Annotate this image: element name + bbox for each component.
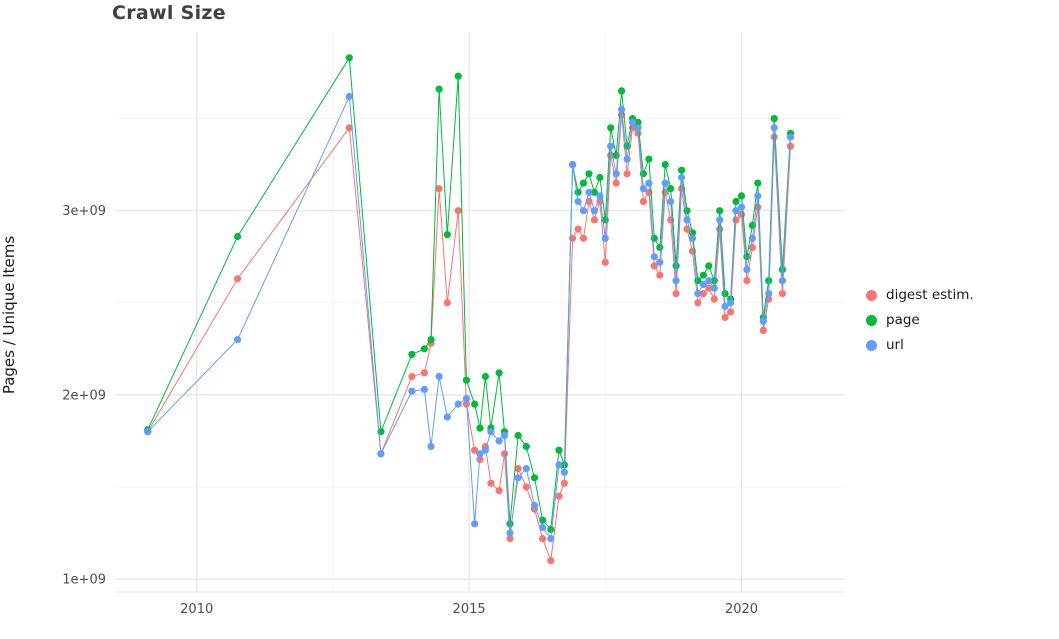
svg-text:2e+09: 2e+09 xyxy=(62,388,106,403)
svg-text:2020: 2020 xyxy=(725,602,758,617)
svg-text:2010: 2010 xyxy=(180,602,213,617)
legend-item-digest: digest estim. xyxy=(866,287,974,303)
legend: digest estim. page url xyxy=(866,287,974,353)
plot-generated: 1e+09 2e+09 3e+09 2010 2015 2020 xyxy=(62,32,845,617)
url-legend-dot-icon xyxy=(866,339,877,351)
svg-text:3e+09: 3e+09 xyxy=(62,204,106,219)
page-legend-dot-icon xyxy=(866,314,877,326)
legend-label-digest: digest estim. xyxy=(886,287,974,303)
legend-item-page: page xyxy=(866,312,974,328)
svg-text:1e+09: 1e+09 xyxy=(62,573,106,588)
legend-item-url: url xyxy=(866,337,974,353)
legend-label-page: page xyxy=(886,312,920,328)
y-axis-label: Pages / Unique Items xyxy=(0,236,18,395)
chart-title: Crawl Size xyxy=(112,2,226,24)
digest-legend-dot-icon xyxy=(866,289,877,301)
legend-label-url: url xyxy=(886,337,904,353)
svg-text:2015: 2015 xyxy=(453,602,486,617)
